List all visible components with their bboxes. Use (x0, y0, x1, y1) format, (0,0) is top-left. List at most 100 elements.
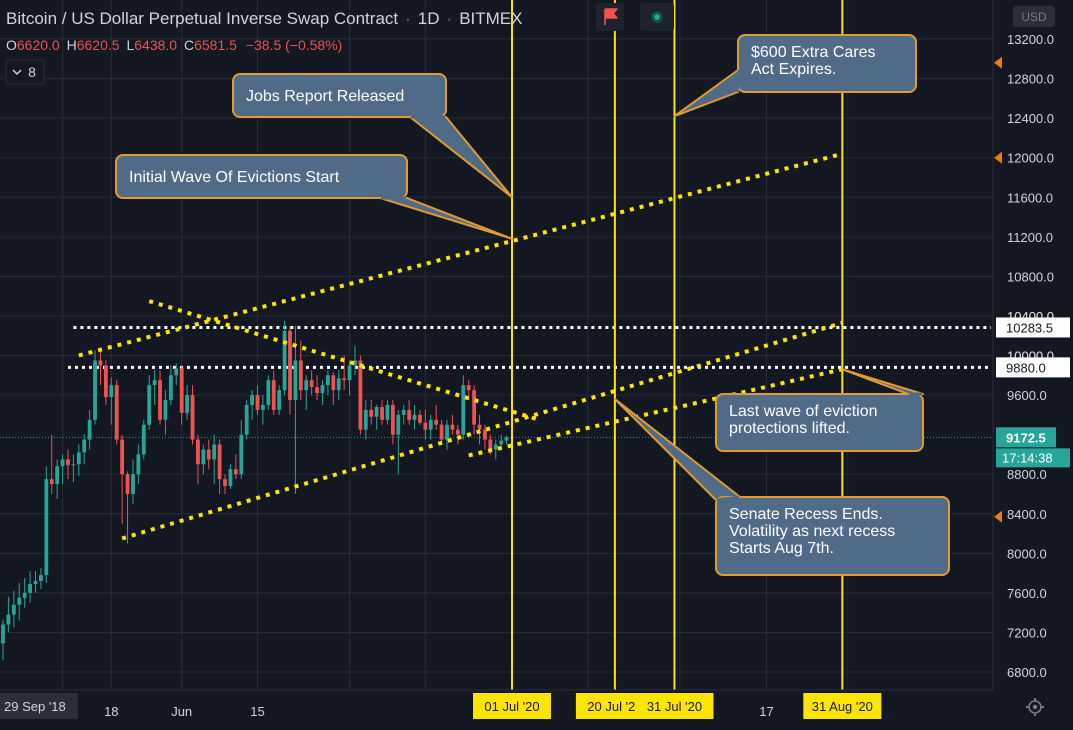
candle-body (472, 390, 477, 425)
current-price-tag-text: 9172.5 (1006, 430, 1046, 445)
annotation-callout[interactable]: Senate Recess Ends. Volatility as next re… (613, 398, 950, 576)
candle-body (353, 360, 357, 366)
candle-body (244, 404, 249, 435)
time-tick-label: 18 (104, 704, 118, 719)
legend-title-row: Bitcoin / US Dollar Perpetual Inverse Sw… (6, 9, 523, 28)
event-date-tag (803, 693, 882, 719)
candle-body (499, 440, 504, 445)
annotation-callout[interactable]: Jobs Report Released (232, 73, 514, 199)
alert-marker-icon (994, 151, 1002, 164)
candle-body (212, 444, 217, 460)
alert-marker-icon (994, 510, 1002, 523)
chevron-down-icon (12, 69, 22, 76)
candle-body (450, 424, 455, 430)
candle-body (363, 409, 368, 430)
price-axis-panel[interactable] (993, 0, 1073, 690)
flag-icon[interactable] (596, 3, 624, 31)
candle-body (125, 474, 130, 494)
candle-body (109, 385, 114, 398)
candle-body (298, 360, 303, 391)
callout-text-line: Initial Wave Of Evictions Start (129, 169, 340, 186)
price-level-tag (996, 357, 1070, 378)
callout-seam (735, 69, 741, 93)
annotation-callout[interactable]: Initial Wave Of Evictions Start (115, 154, 514, 240)
candle-body (439, 424, 444, 440)
candle-body (201, 449, 206, 465)
candle-body (158, 380, 162, 420)
candle-body (418, 414, 422, 423)
time-axis-labels: 18 Jun 15 17 29 Sep '18 01 Jul '20 20 Jul '20 3… (0, 693, 882, 719)
callout-text-line: Volatility as next recess (729, 523, 895, 540)
price-change: −38.5 (−0.58%) (246, 37, 343, 53)
settings-gear-icon[interactable] (1026, 698, 1044, 716)
candle-body (179, 368, 184, 413)
candle-body (168, 375, 173, 401)
trend-line-wedge-lower (468, 367, 843, 458)
candle-body (141, 424, 146, 455)
callout-box (715, 393, 924, 452)
event-date-text: 20 Jul '20 (587, 699, 642, 714)
currency-button-label: USD (1021, 10, 1047, 24)
event-date-text: 31 Jul '20 (647, 699, 702, 714)
candle-body (396, 414, 401, 435)
callout-text: $600 Extra Cares Act Expires. (751, 44, 876, 78)
candle-body (385, 404, 390, 420)
candle-body (136, 454, 141, 475)
candle-body (147, 385, 152, 425)
time-tick-label: 17 (759, 704, 773, 719)
candle-body (223, 479, 227, 487)
candle-body (103, 365, 108, 398)
vertical-event-lines[interactable] (511, 0, 844, 690)
candle-body (369, 409, 374, 417)
candle-body (49, 479, 54, 485)
candle-body (455, 429, 460, 435)
trend-lines[interactable] (78, 151, 843, 541)
price-tick-label: 8000.0 (1007, 546, 1047, 561)
candle-body (1, 624, 5, 644)
candle-body (428, 419, 433, 430)
candle-body (493, 444, 498, 450)
candle-body (309, 380, 314, 388)
alert-markers[interactable] (994, 56, 1002, 523)
candle-body (255, 395, 260, 410)
candle-body (266, 380, 271, 405)
callout-text-line: Jobs Report Released (246, 88, 404, 105)
price-tick-label: 12800.0 (1007, 72, 1054, 87)
callout-text: Senate Recess Ends. Volatility as next re… (729, 506, 895, 557)
market-status-icon[interactable] (640, 3, 674, 31)
candle-body (336, 378, 341, 391)
candle-body (22, 592, 27, 598)
candle-body (326, 375, 330, 386)
candle-body (342, 378, 347, 381)
candle-body (174, 368, 179, 376)
price-tick-label: 12000.0 (1007, 151, 1054, 166)
candle-body (44, 479, 49, 576)
candle-body (28, 583, 32, 593)
callout-text: Initial Wave Of Evictions Start (129, 169, 340, 186)
candle-body (39, 575, 43, 582)
candle-body (445, 424, 449, 440)
ohlc-row: O6620.0 H6620.5 L6438.0 C6581.5 −38.5 (−… (6, 37, 342, 53)
indicators-toggle[interactable]: 8 (5, 59, 45, 85)
candle-body (120, 439, 125, 475)
event-date-text: 31 Aug '20 (812, 699, 873, 714)
candle-body (461, 385, 466, 435)
candle-body (483, 429, 487, 440)
time-tick-label: 15 (250, 704, 264, 719)
alert-marker-icon (994, 56, 1002, 69)
candle-body (114, 385, 119, 440)
annotation-callout[interactable]: Last wave of eviction protections lifted. (715, 368, 924, 452)
candle-body (60, 459, 65, 467)
annotation-callout[interactable]: $600 Extra Cares Act Expires. (673, 34, 917, 118)
interval-label: 1D (418, 9, 440, 28)
currency-button[interactable] (1013, 6, 1055, 27)
symbol-title: Bitcoin / US Dollar Perpetual Inverse Sw… (6, 9, 398, 28)
price-tick-label: 7600.0 (1007, 586, 1047, 601)
candle-body (380, 406, 384, 420)
annotation-callouts[interactable]: Jobs Report Released Initial Wave Of Evic… (115, 34, 950, 576)
candle-body (477, 424, 482, 430)
countdown-tag (996, 448, 1070, 468)
candle-body (504, 437, 509, 441)
